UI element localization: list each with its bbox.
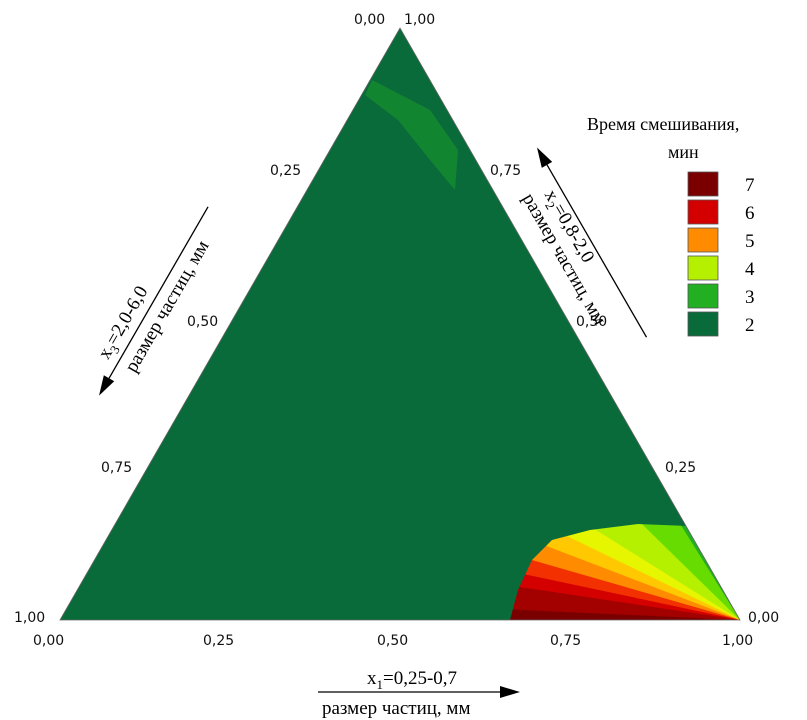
legend-label-6: 6 bbox=[745, 203, 755, 224]
tick-left-4: 1,00 bbox=[14, 610, 45, 626]
tick-bottom-4: 1,00 bbox=[722, 633, 753, 649]
legend-label-4: 4 bbox=[745, 259, 755, 280]
legend-swatch-3 bbox=[687, 283, 719, 309]
tick-bottom-1: 0,25 bbox=[203, 633, 234, 649]
legend-label-5: 5 bbox=[745, 231, 755, 252]
legend-label-3: 3 bbox=[745, 287, 755, 308]
tick-right-0: 0,00 bbox=[748, 610, 779, 626]
tick-left-2: 0,50 bbox=[187, 314, 218, 330]
tick-right-4: 1,00 bbox=[404, 12, 435, 28]
x1-axis-arrow bbox=[318, 686, 520, 698]
triangle-outline bbox=[59, 27, 741, 621]
legend-swatch-4 bbox=[687, 255, 719, 281]
legend-swatch-5 bbox=[687, 227, 719, 253]
legend-unit: мин bbox=[668, 142, 699, 162]
tick-left-1: 0,25 bbox=[270, 163, 301, 179]
legend-swatch-6 bbox=[687, 199, 719, 225]
x1-axis-label: x1=0,25-0,7 bbox=[367, 668, 457, 692]
tick-right-2: 0,50 bbox=[576, 314, 607, 330]
legend-title: Время смешивания, bbox=[587, 114, 739, 134]
contour-plot bbox=[60, 28, 740, 620]
tick-left-0: 0,00 bbox=[354, 12, 385, 28]
tick-right-3: 0,75 bbox=[490, 163, 521, 179]
legend-swatch-2 bbox=[687, 311, 719, 337]
legend: Время смешивания, мин 7 6 5 4 3 2 bbox=[587, 114, 755, 337]
legend-label-7: 7 bbox=[745, 175, 755, 196]
tick-bottom-2: 0,50 bbox=[377, 633, 408, 649]
tick-bottom-3: 0,75 bbox=[550, 633, 581, 649]
legend-swatch-7 bbox=[687, 171, 719, 197]
legend-label-2: 2 bbox=[745, 315, 755, 336]
tick-right-1: 0,25 bbox=[665, 460, 696, 476]
tick-bottom-0: 0,00 bbox=[33, 633, 64, 649]
contour-patch-top bbox=[365, 80, 458, 190]
x1-axis-caption: размер частиц, мм bbox=[322, 698, 470, 719]
tick-left-3: 0,75 bbox=[101, 460, 132, 476]
